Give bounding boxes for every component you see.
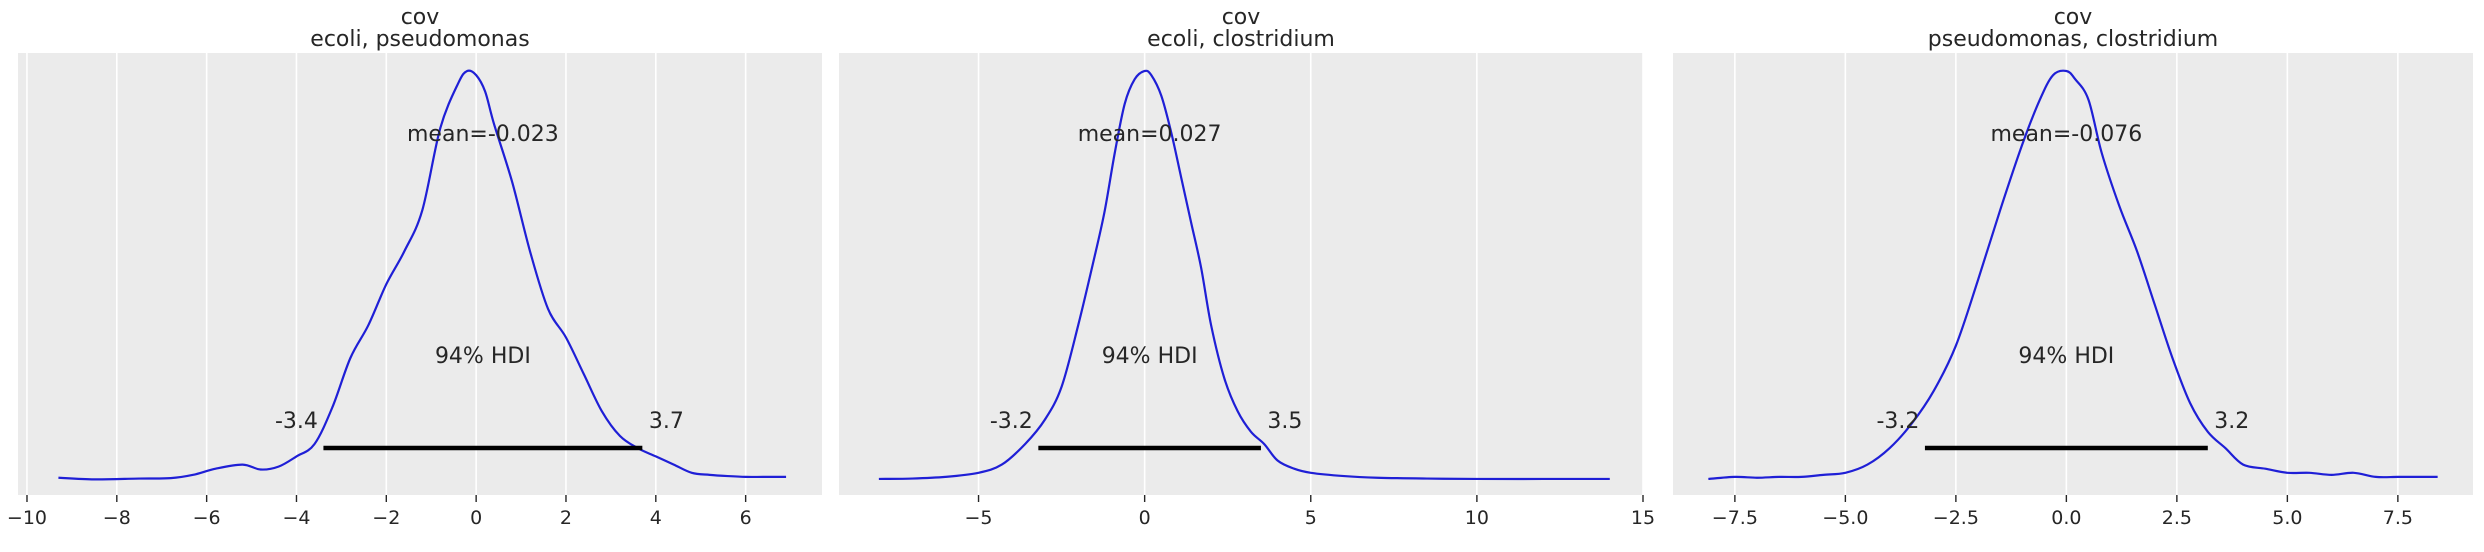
x-tick-label: 5 bbox=[1305, 507, 1317, 529]
hdi-label: 94% HDI bbox=[1102, 344, 1198, 369]
hdi-high-label: 3.2 bbox=[2214, 409, 2249, 434]
plot-background bbox=[18, 53, 822, 495]
x-tick-label: −5 bbox=[965, 507, 993, 529]
x-tick-label: −10 bbox=[7, 507, 47, 529]
x-tick-label: −2 bbox=[372, 507, 400, 529]
x-tick-label: 0.0 bbox=[2051, 507, 2081, 529]
x-tick-label: 15 bbox=[1631, 507, 1655, 529]
hdi-low-label: -3.2 bbox=[1876, 409, 1919, 434]
x-tick-label: −8 bbox=[103, 507, 131, 529]
panel-title-line-2: ecoli, pseudomonas bbox=[310, 27, 529, 52]
x-tick-label: 0 bbox=[470, 507, 482, 529]
hdi-low-label: -3.4 bbox=[275, 409, 318, 434]
panel-title-line-1: cov bbox=[401, 5, 440, 30]
x-tick-label: −6 bbox=[193, 507, 221, 529]
x-tick-label: 0 bbox=[1139, 507, 1151, 529]
x-tick-label: 2 bbox=[560, 507, 572, 529]
panel-title-line-2: ecoli, clostridium bbox=[1147, 27, 1335, 52]
hdi-low-label: -3.2 bbox=[990, 409, 1033, 434]
hdi-label: 94% HDI bbox=[2018, 344, 2114, 369]
plot-background bbox=[839, 53, 1643, 495]
x-tick-label: 2.5 bbox=[2162, 507, 2192, 529]
x-tick-label: 10 bbox=[1465, 507, 1489, 529]
x-tick-label: −5.0 bbox=[1822, 507, 1868, 529]
x-tick-label: 4 bbox=[650, 507, 662, 529]
x-tick-label: −4 bbox=[282, 507, 310, 529]
panel-title-line-1: cov bbox=[1222, 5, 1261, 30]
density-curve bbox=[58, 69, 787, 481]
panel-3: −7.5 −5.0 −2.5 0.0 2.5 5.0 7.5 covpseudomonas, … bbox=[1673, 5, 2473, 529]
density-curve bbox=[878, 69, 1610, 481]
panel-title-line-1: cov bbox=[2054, 5, 2093, 30]
mean-label: mean=-0.076 bbox=[1990, 122, 2142, 147]
panel-title-line-2: pseudomonas, clostridium bbox=[1928, 27, 2218, 52]
mean-label: mean=-0.023 bbox=[407, 122, 559, 147]
plot-background bbox=[1673, 53, 2473, 495]
x-tick-label: 7.5 bbox=[2383, 507, 2413, 529]
x-tick-label: 6 bbox=[740, 507, 752, 529]
x-tick-label: −2.5 bbox=[1933, 507, 1979, 529]
hdi-label: 94% HDI bbox=[435, 344, 531, 369]
mean-label: mean=0.027 bbox=[1078, 122, 1222, 147]
x-tick-label: −7.5 bbox=[1712, 507, 1758, 529]
hdi-high-label: 3.7 bbox=[649, 409, 684, 434]
density-curve bbox=[1708, 69, 2438, 481]
hdi-high-label: 3.5 bbox=[1267, 409, 1302, 434]
x-tick-label: 5.0 bbox=[2272, 507, 2302, 529]
